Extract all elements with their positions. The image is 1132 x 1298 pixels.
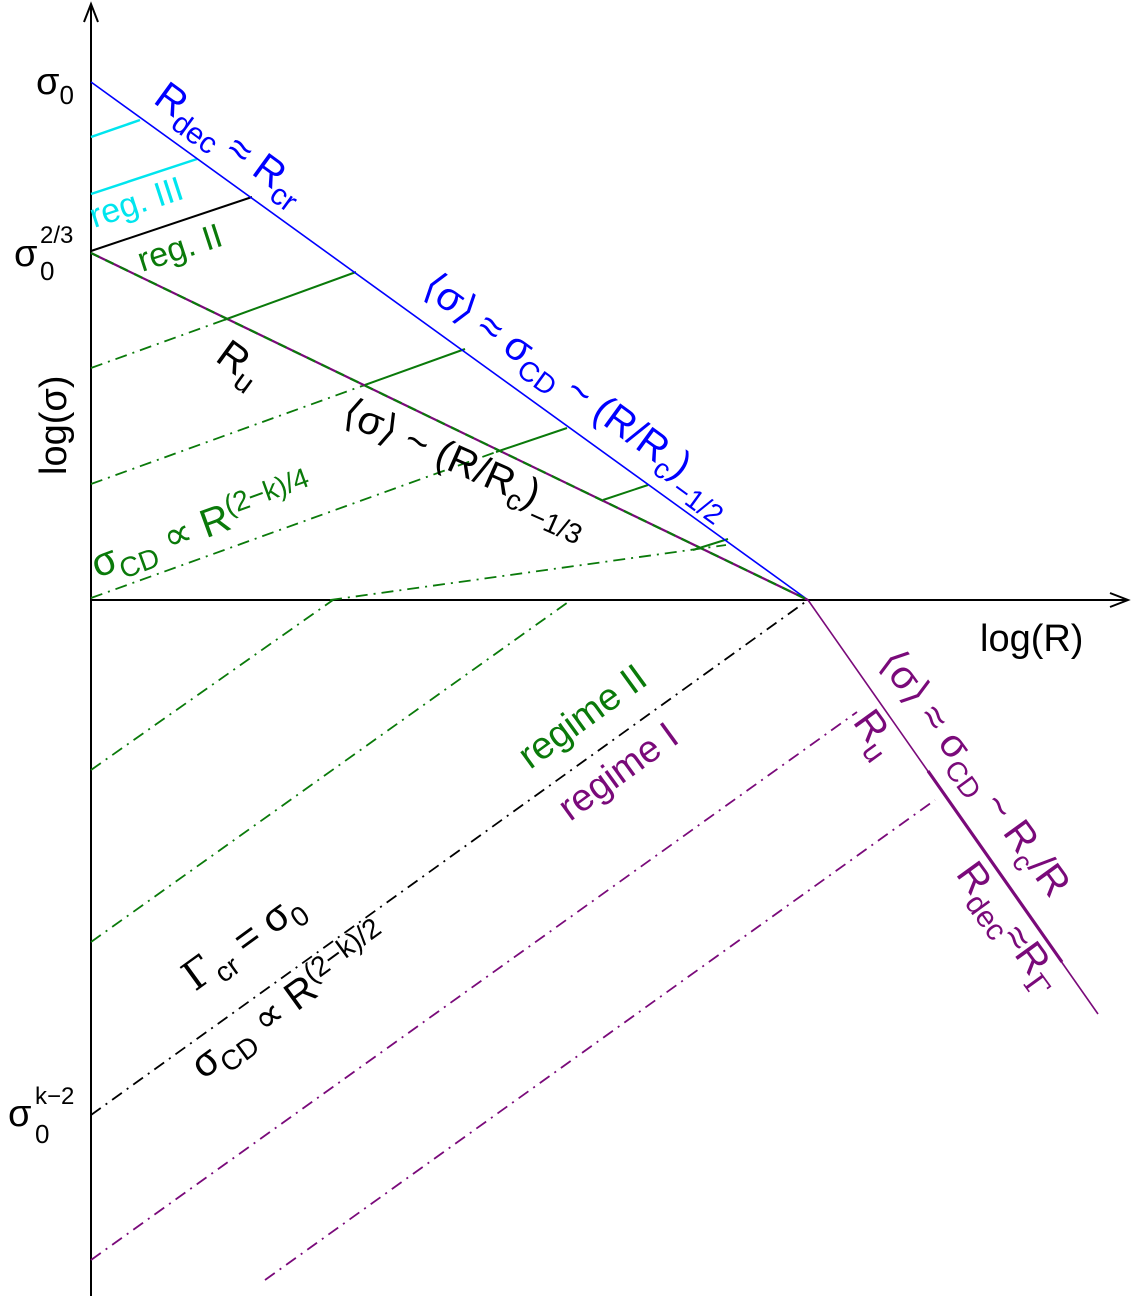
green-hatch-2 <box>361 348 466 387</box>
purple-descending-thick-segment <box>926 770 1064 963</box>
green-upper-dashdot-3 <box>90 451 497 599</box>
x-axis-label: log(R) <box>980 618 1083 660</box>
y-axis-arrowhead <box>83 1 99 23</box>
upper-green-dashdot-lines <box>90 319 727 601</box>
cyan-hatch-2 <box>90 157 198 196</box>
label-ru-upper: Ru <box>204 332 271 401</box>
tick-sigma0: σ0 <box>36 61 74 110</box>
label-blue-sigma-formula: ⟨σ⟩ ≈ σCD ~ (R/Rc)−1/2 <box>407 264 744 531</box>
label-ru-lower: Ru <box>838 701 907 768</box>
lower-purple-lines <box>90 711 936 1281</box>
x-axis-arrowhead <box>1109 592 1131 608</box>
label-green-sigma-cd: σCD ∝ R(2−k)/4 <box>84 462 322 593</box>
tick-sigma0-k-2: σ k−2 0 <box>8 1071 85 1149</box>
lower-green-lines <box>90 599 572 943</box>
label-black-sigma-cd: σCD ∝ R(2−k)/2 <box>180 912 401 1093</box>
green-hatch-3 <box>495 427 568 453</box>
green-upper-dashdot-4 <box>329 544 727 601</box>
green-dashdot-line-2 <box>90 599 572 943</box>
blue-rdec-rcr-line <box>90 81 809 601</box>
purple-dashdot-line-2 <box>264 799 936 1281</box>
cyan-hatching <box>90 118 198 196</box>
purple-dashdot-line-1 <box>90 711 858 1261</box>
black-gamma-cr-line <box>90 599 809 1116</box>
label-reg-ii: reg. II <box>133 217 227 280</box>
tick-sigma0-2-3: σ 2/3 0 <box>14 210 84 286</box>
black-hatch <box>90 196 253 252</box>
ru-boundary-green-dash <box>90 252 809 601</box>
green-hatch-5 <box>692 538 729 551</box>
axes <box>83 1 1131 1296</box>
label-black-sigma-formula: ⟨σ⟩ ~ (R/Rc)−1/3 <box>331 390 597 550</box>
green-upper-dashdot-2 <box>90 385 363 485</box>
cyan-hatch-1 <box>90 118 141 139</box>
green-upper-dashdot-1 <box>90 319 225 369</box>
green-dashdot-line-1 <box>90 599 334 771</box>
green-hatch-4 <box>602 484 649 501</box>
green-hatch-1 <box>223 271 357 321</box>
green-hatching <box>223 271 729 551</box>
y-axis-label: log(σ) <box>33 376 75 475</box>
